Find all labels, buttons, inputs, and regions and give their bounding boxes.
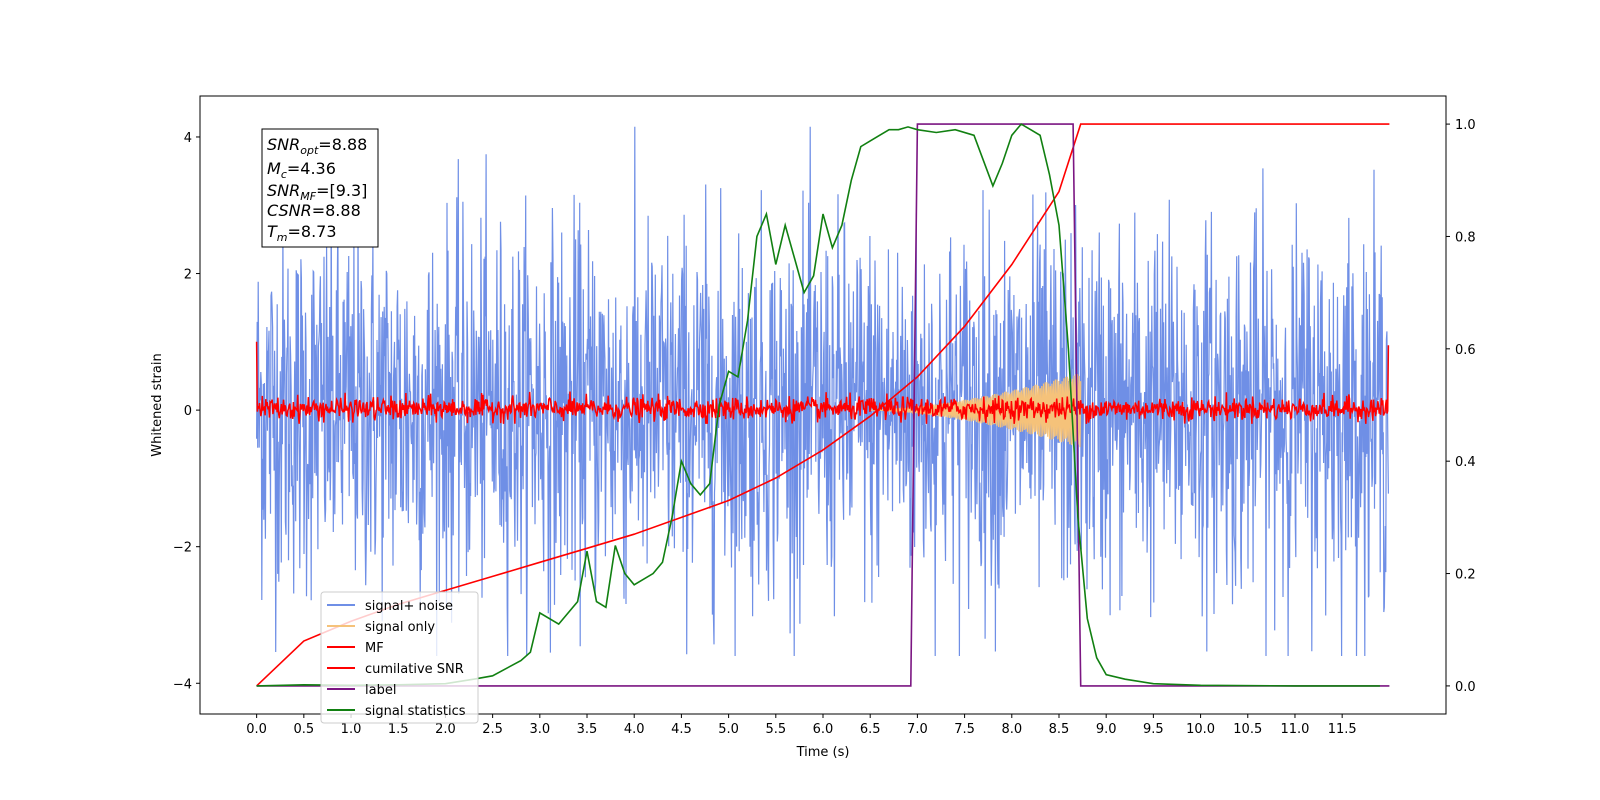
y-right-tick-label: 1.0 [1455, 118, 1476, 133]
y-right-tick-label: 0.0 [1455, 680, 1476, 695]
x-tick-label: 9.5 [1143, 722, 1164, 737]
y-right-tick-label: 0.2 [1455, 568, 1476, 583]
ann-mc: Mc=4.36 [267, 159, 336, 181]
legend-label: signal only [365, 620, 435, 635]
y-right-tick-label: 0.8 [1455, 230, 1476, 245]
series-signal-statistics [256, 123, 1380, 687]
x-tick-label: 2.5 [482, 722, 503, 737]
y-left-tick-label: −2 [173, 541, 192, 556]
x-tick-label: 7.5 [954, 722, 975, 737]
legend-label: label [365, 683, 396, 698]
x-tick-label: 4.0 [624, 722, 645, 737]
x-tick-label: 3.0 [529, 722, 550, 737]
legend: signal+ noise signal only MF cumilative SNR… [320, 591, 479, 724]
y-left-tick-label: 0 [184, 404, 192, 419]
ann-tm: Tm=8.73 [267, 222, 337, 244]
x-tick-label: 11.5 [1328, 722, 1357, 737]
series-mf [255, 341, 1390, 424]
series-label [256, 123, 1390, 687]
x-tick-label: 5.5 [765, 722, 786, 737]
x-tick-label: 6.0 [813, 722, 834, 737]
x-tick-label: 6.5 [860, 722, 881, 737]
ann-snr-mf: SNRMF=[9.3] [267, 181, 367, 203]
y-left-tick-label: 4 [184, 131, 192, 146]
x-tick-label: 7.0 [907, 722, 928, 737]
x-tick-label: 0.5 [293, 722, 314, 737]
series-signal-noise [256, 126, 1389, 657]
ann-csnr: CSNR=8.88 [267, 201, 361, 220]
y-left-tick-label: 2 [184, 268, 192, 283]
annotation-box: SNRopt=8.88 Mc=4.36 SNRMF=[9.3] CSNR=8.8… [261, 128, 379, 248]
y-axis-label: Whitened strain [150, 353, 165, 456]
x-tick-label: 5.0 [718, 722, 739, 737]
x-tick-label: 8.5 [1049, 722, 1070, 737]
x-tick-label: 10.0 [1186, 722, 1215, 737]
legend-frame [320, 591, 479, 724]
y-right-tick-label: 0.6 [1455, 343, 1476, 358]
x-tick-label: 0.0 [246, 722, 267, 737]
ann-snr-opt: SNRopt=8.88 [267, 135, 367, 157]
legend-label: MF [365, 641, 384, 656]
x-tick-label: 10.5 [1233, 722, 1262, 737]
x-tick-label: 2.0 [435, 722, 456, 737]
x-tick-label: 3.5 [577, 722, 598, 737]
x-tick-label: 4.5 [671, 722, 692, 737]
annotation-frame [261, 128, 379, 248]
x-tick-label: 9.0 [1096, 722, 1117, 737]
legend-label: signal statistics [365, 704, 466, 719]
x-tick-label: 1.0 [341, 722, 362, 737]
x-axis-label: Time (s) [796, 745, 850, 760]
legend-label: signal+ noise [365, 599, 453, 614]
x-tick-label: 11.0 [1280, 722, 1309, 737]
legend-label: cumilative SNR [365, 662, 464, 677]
y-left-tick-label: −4 [173, 677, 192, 692]
y-right-tick-label: 0.4 [1455, 455, 1476, 470]
axes: 0.0 0.5 1.0 1.5 2.0 2.5 3.0 3.5 4.0 4.5 5.0 5.5 6.0 6… [173, 118, 1476, 737]
x-tick-label: 1.5 [388, 722, 409, 737]
x-tick-label: 8.0 [1001, 722, 1022, 737]
